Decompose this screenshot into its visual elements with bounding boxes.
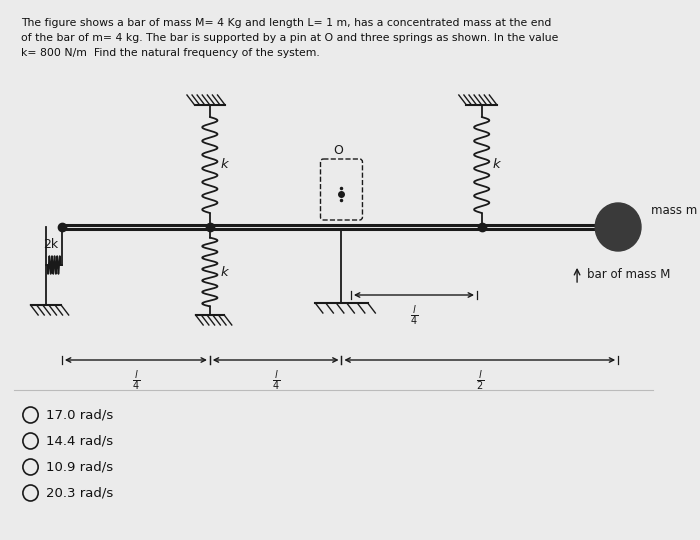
Text: 14.4 rad/s: 14.4 rad/s: [46, 435, 113, 448]
Text: of the bar of m= 4 kg. The bar is supported by a pin at O and three springs as s: of the bar of m= 4 kg. The bar is suppor…: [21, 33, 559, 43]
Text: k: k: [492, 159, 500, 172]
Text: k: k: [220, 266, 228, 279]
Text: The figure shows a bar of mass M= 4 Kg and length L= 1 m, has a concentrated mas: The figure shows a bar of mass M= 4 Kg a…: [21, 18, 552, 28]
Text: O: O: [334, 144, 344, 157]
Text: $\frac{l}{4}$: $\frac{l}{4}$: [410, 303, 418, 327]
Text: 20.3 rad/s: 20.3 rad/s: [46, 487, 113, 500]
Circle shape: [595, 203, 641, 251]
Text: k: k: [220, 159, 228, 172]
Text: $\frac{l}{2}$: $\frac{l}{2}$: [476, 368, 484, 392]
Text: 2k: 2k: [43, 238, 59, 251]
Text: bar of mass M: bar of mass M: [587, 268, 670, 281]
Text: $\frac{l}{4}$: $\frac{l}{4}$: [132, 368, 140, 392]
Text: 10.9 rad/s: 10.9 rad/s: [46, 461, 113, 474]
Text: mass m: mass m: [650, 204, 696, 217]
Text: k= 800 N/m  Find the natural frequency of the system.: k= 800 N/m Find the natural frequency of…: [21, 48, 320, 58]
Text: $\frac{l}{4}$: $\frac{l}{4}$: [272, 368, 280, 392]
Text: 17.0 rad/s: 17.0 rad/s: [46, 408, 113, 422]
